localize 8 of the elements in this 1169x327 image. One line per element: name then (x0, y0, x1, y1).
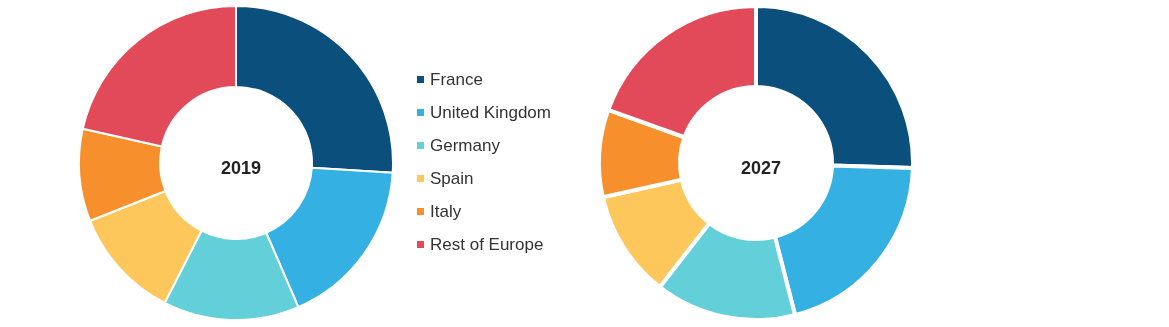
slice-label: 2027 (740, 158, 782, 178)
legend-label: Spain (430, 169, 474, 188)
slice-label: 2019 (220, 158, 262, 178)
legend-label: Germany (430, 136, 501, 155)
legend-label: Italy (430, 202, 462, 221)
legend-label: United Kingdom (430, 103, 551, 122)
legend-label: Rest of Europe (430, 235, 544, 254)
legend-label: France (430, 70, 483, 89)
